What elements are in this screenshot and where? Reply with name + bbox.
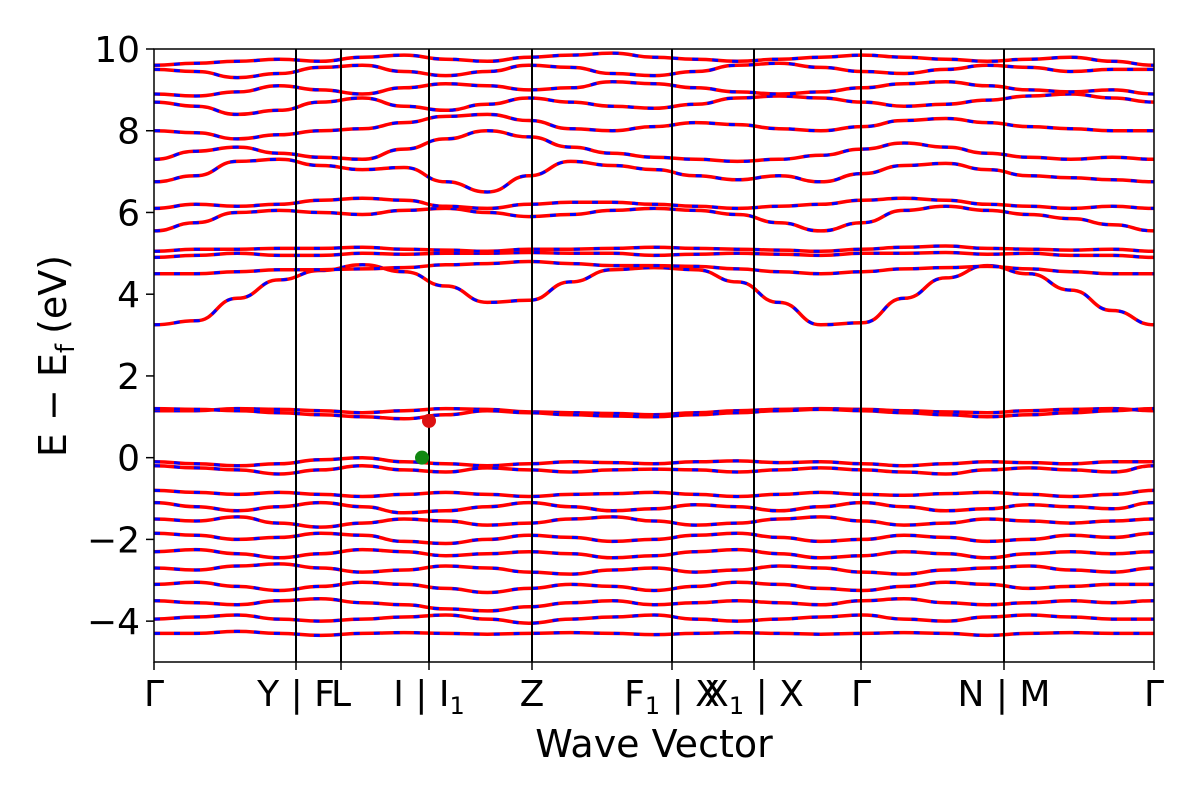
high-symmetry-lines: [295, 49, 1005, 662]
band-20-line-1: [154, 531, 1154, 546]
y-tick-label-5: 6: [117, 193, 140, 234]
band-3-line-1: [154, 244, 1154, 253]
band-19-line-1: [154, 515, 1154, 529]
band-25-line-1: [154, 613, 1154, 625]
x-tick-label-1: Y | F: [256, 674, 335, 715]
band-17-line-1: [154, 488, 1154, 499]
y-tick-label-4: 4: [117, 275, 140, 316]
y-axis-title-main: E − E: [31, 353, 75, 457]
band-22-line-1: [154, 562, 1154, 576]
y-tick-label-7: 10: [94, 30, 140, 71]
band-13-line-1: [154, 407, 1154, 417]
x-axis-title: Wave Vector: [535, 722, 773, 766]
x-tick-label-suffix-6: | X: [744, 674, 804, 715]
x-tick-label-main-8: N | M: [957, 674, 1050, 715]
band-8-line-1: [154, 112, 1154, 141]
x-tick-label-main-0: Γ: [144, 674, 164, 715]
y-axis-title: E − Ef (eV): [31, 255, 81, 457]
x-tick-label-suffix-5: | X: [660, 674, 720, 715]
x-tick-label-7: Γ: [851, 674, 871, 715]
x-tick-label-8: N | M: [957, 674, 1050, 715]
x-tick-label-main-5: F: [624, 674, 645, 715]
band-14-line-1: [154, 407, 1154, 421]
x-tick-label-0: Γ: [144, 674, 164, 715]
band-4-line-1: [154, 204, 1154, 233]
x-tick-label-5: F1 | X: [624, 674, 720, 720]
y-axis-ticks: −4 −2 0 2 4 6 8 10: [87, 30, 154, 643]
band-26-line-1: [154, 629, 1154, 637]
band-2-line-1: [154, 250, 1154, 259]
band-24-line-1: [154, 597, 1154, 613]
plot-frame: [153, 48, 1155, 663]
band-12-line-1: [154, 51, 1154, 67]
band-1-line-1: [154, 259, 1154, 276]
y-axis-title-subscript: f: [51, 343, 81, 353]
y-tick-label-3: 2: [117, 357, 140, 398]
x-tick-label-sub-3: 1: [449, 692, 464, 720]
x-tick-label-sub-6: 1: [729, 692, 744, 720]
y-tick-label-2: 0: [117, 439, 140, 480]
x-tick-label-main-2: L: [331, 674, 351, 715]
x-tick-label-main-6: X: [704, 674, 729, 715]
x-tick-label-4: Z: [520, 674, 545, 715]
band-6-line-0: [154, 157, 1154, 194]
y-tick-label-1: −2: [87, 520, 140, 561]
x-tick-label-9: Γ: [1144, 674, 1164, 715]
band-5-line-1: [154, 196, 1154, 210]
x-tick-label-main-3: I | I: [393, 674, 449, 715]
y-tick-label-6: 8: [117, 112, 140, 153]
x-tick-label-3: I | I1: [393, 674, 465, 720]
x-tick-label-2: L: [331, 674, 351, 715]
x-tick-label-6: X1 | X: [704, 674, 804, 720]
band-7-line-1: [154, 129, 1154, 163]
y-axis-title-unit: (eV): [31, 255, 75, 334]
band-21-line-1: [154, 548, 1154, 560]
y-tick-label-0: −4: [87, 602, 140, 643]
band-23-line-1: [154, 580, 1154, 595]
x-tick-label-sub-5: 1: [645, 692, 660, 720]
marker-1: [415, 450, 429, 465]
x-tick-label-main-4: Z: [520, 674, 545, 715]
band-18-line-1: [154, 501, 1154, 515]
x-tick-label-main-9: Γ: [1144, 674, 1164, 715]
band-edge-markers: [415, 413, 436, 465]
x-tick-label-main-7: Γ: [851, 674, 871, 715]
band-16-line-1: [154, 464, 1154, 476]
marker-0: [422, 413, 436, 428]
band-11-line-1: [154, 61, 1154, 80]
energy-bands: [154, 51, 1154, 638]
x-tick-label-main-1: Y | F: [256, 674, 335, 715]
band-10-line-1: [154, 80, 1154, 98]
band-15-line-1: [154, 456, 1154, 468]
band-9-line-1: [154, 92, 1154, 116]
